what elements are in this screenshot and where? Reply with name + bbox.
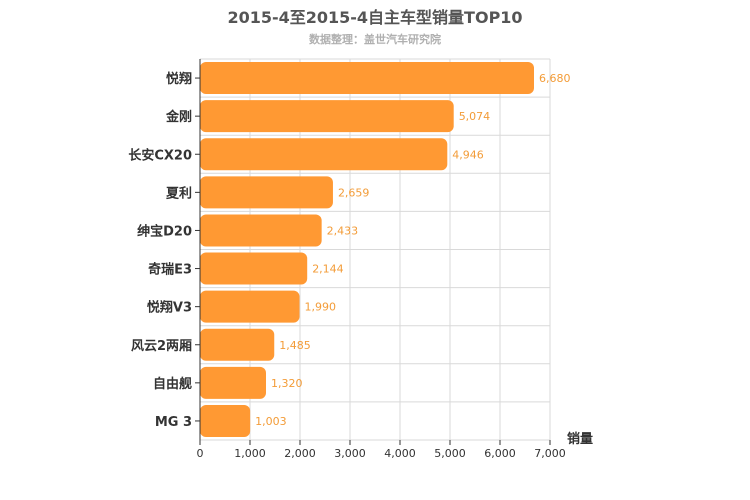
category-label: 绅宝D20 — [137, 223, 192, 239]
category-label: 悦翔 — [166, 71, 192, 87]
value-label: 1,320 — [271, 377, 303, 390]
x-tick-label: 1,000 — [234, 447, 266, 460]
x-axis-ticks: 0 1,000 2,000 3,000 4,000 5,000 6,000 7,000 — [197, 440, 566, 460]
value-label: 4,946 — [452, 148, 484, 161]
value-label: 5,074 — [459, 110, 491, 123]
category-label: MG 3 — [155, 415, 192, 430]
category-label: 悦翔V3 — [147, 300, 192, 316]
category-label: 风云2两厢 — [131, 339, 192, 354]
value-label: 2,433 — [327, 224, 359, 237]
bar — [200, 404, 251, 437]
x-tick-label: 3,000 — [334, 447, 366, 460]
value-label: 1,990 — [305, 301, 337, 314]
bar — [200, 214, 322, 247]
bar — [200, 366, 266, 399]
chart-subtitle: 数据整理：盖世汽车研究院 — [309, 33, 441, 46]
x-axis-label: 销量 — [567, 431, 593, 447]
category-label: 奇瑞E3 — [148, 262, 192, 278]
category-label: 夏利 — [165, 185, 192, 201]
bar — [200, 62, 534, 95]
x-tick-label: 2,000 — [284, 447, 316, 460]
value-label: 2,659 — [338, 186, 370, 199]
value-label: 2,144 — [312, 263, 344, 276]
x-tick-label: 0 — [197, 447, 204, 460]
bar — [200, 328, 275, 361]
value-label: 1,003 — [255, 415, 287, 428]
value-label: 1,485 — [279, 339, 311, 352]
bar — [200, 252, 308, 285]
value-label: 6,680 — [539, 72, 571, 85]
category-label: 自由舰 — [153, 376, 192, 392]
chart-title: 2015-4至2015-4自主车型销量TOP10 — [227, 8, 523, 27]
bar — [200, 176, 333, 209]
bars-group: 6,680 5,074 4,946 2,659 2,433 2,144 1,990 1,485… — [200, 62, 571, 437]
x-tick-label: 6,000 — [484, 447, 516, 460]
bar — [200, 290, 300, 323]
bar — [200, 100, 454, 133]
category-label: 金刚 — [165, 109, 192, 125]
x-tick-label: 7,000 — [534, 447, 566, 460]
bar — [200, 138, 448, 171]
category-label: 长安CX20 — [128, 147, 192, 163]
x-tick-label: 4,000 — [384, 447, 416, 460]
x-tick-label: 5,000 — [434, 447, 466, 460]
